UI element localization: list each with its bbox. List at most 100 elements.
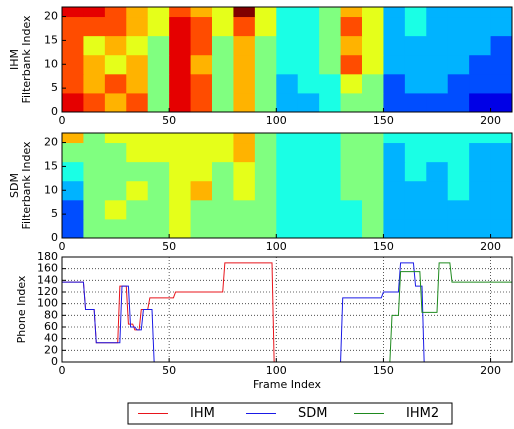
heatmap-cell (383, 142, 406, 163)
heatmap-cell (126, 161, 149, 182)
heatmap-cell (212, 218, 234, 239)
heatmap-cell (447, 133, 470, 144)
heatmap-cell (383, 16, 406, 37)
y-axis-label: Filterbank Index (20, 15, 33, 104)
heatmap-cell (83, 16, 106, 37)
heatmap-cell (490, 35, 513, 56)
heatmap-cell (404, 7, 427, 18)
heatmap-cell (490, 54, 513, 75)
heatmap-cell (83, 133, 106, 144)
y-axis-label: SDM (8, 173, 21, 198)
heatmap-cell (297, 54, 320, 75)
heatmap-cell (147, 54, 170, 75)
heatmap-cell (190, 199, 213, 220)
x-tick-label: 50 (162, 240, 176, 253)
heatmap-cell (490, 16, 513, 37)
heatmap-cell (126, 199, 149, 220)
heatmap-cell (469, 199, 492, 220)
heatmap-cell (276, 180, 299, 201)
heatmap-cell (383, 199, 406, 220)
heatmap-cell (190, 180, 213, 201)
heatmap-cell (212, 92, 234, 113)
heatmap-cell (490, 7, 513, 18)
heatmap-cell (104, 218, 127, 239)
heatmap-cell (126, 180, 149, 201)
heatmap-cell (83, 180, 106, 201)
line-series (62, 262, 512, 363)
heatmap-cell (276, 161, 299, 182)
heatmap-cell (276, 218, 299, 239)
heatmap-cell (254, 161, 277, 182)
heatmap-cell (490, 142, 513, 163)
heatmap-cell (62, 92, 84, 113)
axes-frame (61, 6, 513, 113)
heatmap-cell (254, 133, 277, 144)
heatmap-cell (340, 16, 363, 37)
heatmap-cell (233, 54, 256, 75)
heatmap-cell (276, 73, 299, 94)
heatmap-cell (297, 142, 320, 163)
heatmap-cell (126, 142, 149, 163)
heatmap-cell (297, 133, 320, 144)
heatmap-cell (169, 133, 192, 144)
heatmap-cell (319, 199, 342, 220)
heatmap-cell (340, 54, 363, 75)
heatmap-cell (426, 199, 449, 220)
heatmap-cell (297, 92, 320, 113)
heatmap-cell (404, 133, 427, 144)
heatmap-cell (147, 7, 170, 18)
x-tick-label: 150 (373, 114, 394, 127)
heatmap-cell (469, 35, 492, 56)
heatmap-cell (447, 218, 470, 239)
heatmap-cell (190, 35, 213, 56)
x-tick-label: 0 (59, 114, 66, 127)
heatmap-cell (254, 180, 277, 201)
heatmap-cell (83, 218, 106, 239)
y-tick-label: 5 (51, 207, 58, 220)
heatmap-cell (169, 16, 192, 37)
heatmap-cell (469, 54, 492, 75)
heatmap-cell (147, 218, 170, 239)
heatmap-cell (233, 142, 256, 163)
y-tick-label: 20 (44, 343, 58, 356)
y-tick-label: 0 (51, 105, 58, 118)
x-tick-label: 50 (162, 364, 176, 377)
heatmap-cell (362, 218, 384, 239)
heatmap-cell (254, 199, 277, 220)
heatmap-cell (169, 92, 192, 113)
heatmap-cell (362, 92, 384, 113)
heatmap-cell (276, 35, 299, 56)
heatmap-cell (276, 92, 299, 113)
heatmap-cell (447, 199, 470, 220)
heatmap-cell (490, 161, 513, 182)
heatmap-cell (169, 161, 192, 182)
y-tick-label: 140 (37, 273, 58, 286)
heatmap-cell (297, 7, 320, 18)
heatmap-cell (126, 73, 149, 94)
heatmap-cell (104, 199, 127, 220)
heatmap-cell (126, 16, 149, 37)
heatmap-cell (147, 180, 170, 201)
heatmap-cell (62, 16, 84, 37)
heatmap-cell (362, 73, 384, 94)
heatmap-cell (297, 35, 320, 56)
heatmap-cell (254, 92, 277, 113)
heatmap-cell (426, 142, 449, 163)
heatmap-cell (169, 199, 192, 220)
heatmap-cell (362, 180, 384, 201)
heatmap-cell (447, 92, 470, 113)
heatmap-cell (362, 161, 384, 182)
heatmap-cell (212, 7, 234, 18)
heatmap-cell (147, 199, 170, 220)
heatmap-cell (212, 161, 234, 182)
y-tick-label: 120 (37, 285, 58, 298)
heatmap-cell (404, 92, 427, 113)
x-tick-label: 200 (480, 240, 501, 253)
heatmap-cell (362, 54, 384, 75)
heatmap-cell (126, 7, 149, 18)
heatmap-cell (62, 218, 84, 239)
heatmap-cell (83, 161, 106, 182)
heatmap-cell (276, 54, 299, 75)
heatmap-cell (469, 218, 492, 239)
heatmap-cell (319, 218, 342, 239)
